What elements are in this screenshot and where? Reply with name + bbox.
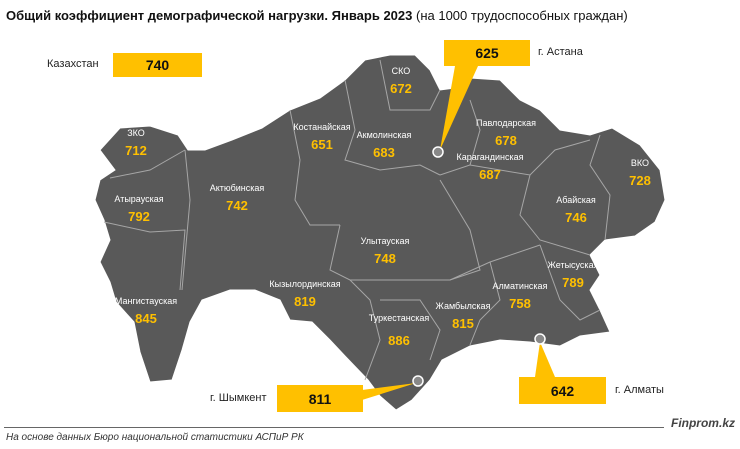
source-note: На основе данных Бюро национальной стати… <box>6 432 304 443</box>
shymkent-marker <box>412 375 424 387</box>
astana-marker <box>432 146 444 158</box>
title-unit: (на 1000 трудоспособных граждан) <box>415 8 628 23</box>
region-name: Жамбылская <box>435 301 491 311</box>
region-zko: ЗКО 712 <box>125 128 147 158</box>
region-value: 746 <box>565 210 587 225</box>
region-name: Акмолинская <box>356 130 412 140</box>
region-value: 672 <box>390 81 412 96</box>
region-name: ЗКО <box>127 128 145 138</box>
almaty-marker <box>534 333 546 345</box>
astana-label: г. Астана <box>538 46 583 58</box>
region-value: 687 <box>479 167 501 182</box>
region-name: Карагандинская <box>456 152 524 162</box>
region-name: Павлодарская <box>476 118 536 128</box>
region-atyrau: Атырауская 792 <box>114 194 163 224</box>
region-zhambyl: Жамбылская 815 <box>436 301 491 331</box>
astana-pointer <box>440 66 478 150</box>
region-value: 845 <box>135 311 157 326</box>
region-name: СКО <box>391 66 411 76</box>
region-name: Атырауская <box>114 194 164 204</box>
astana-value: 625 <box>444 40 530 66</box>
region-mangystau: Мангистауская 845 <box>115 296 177 326</box>
region-name: Актюбинская <box>209 183 265 193</box>
region-name: Абайская <box>556 195 596 205</box>
brand-logo: Finprom.kz <box>670 416 735 430</box>
region-vko: ВКО 728 <box>629 158 651 188</box>
region-turkestan: Туркестанская 886 <box>369 313 429 348</box>
region-name: Мангистауская <box>114 296 178 306</box>
region-value: 683 <box>373 145 395 160</box>
national-label: Казахстан <box>47 58 99 70</box>
almaty-label: г. Алматы <box>615 384 664 396</box>
national-value: 740 <box>113 53 202 77</box>
region-value: 748 <box>374 251 396 266</box>
region-value: 792 <box>128 209 150 224</box>
region-sko: СКО 672 <box>390 66 412 96</box>
region-name: Кызылординская <box>269 279 341 289</box>
region-ulytau: Улытауская 748 <box>361 236 410 266</box>
region-value: 678 <box>495 133 517 148</box>
region-name: Туркестанская <box>368 313 430 323</box>
region-name: ВКО <box>630 158 650 168</box>
region-name: Костанайская <box>293 122 351 132</box>
region-almaty: Алматинская 758 <box>493 281 548 311</box>
region-pavlodar: Павлодарская 678 <box>476 118 536 148</box>
region-name: Жетысуская <box>547 260 599 270</box>
shymkent-value: 811 <box>277 385 363 412</box>
region-value: 651 <box>311 137 333 152</box>
region-kyzylorda: Кызылординская 819 <box>269 279 340 309</box>
region-abai: Абайская 746 <box>556 195 596 225</box>
region-value: 742 <box>226 198 248 213</box>
title-bold: Общий коэффициент демографической нагруз… <box>6 8 413 23</box>
region-value: 758 <box>509 296 531 311</box>
shymkent-pointer <box>362 383 416 400</box>
almaty-value: 642 <box>519 377 606 404</box>
region-value: 728 <box>629 173 651 188</box>
page-title: Общий коэффициент демографической нагруз… <box>6 8 628 23</box>
region-zhetysu: Жетысуская 789 <box>548 260 599 290</box>
almaty-pointer <box>535 342 555 377</box>
region-value: 789 <box>562 275 584 290</box>
country-shape <box>94 54 666 411</box>
region-value: 886 <box>388 333 410 348</box>
region-borders <box>103 59 611 381</box>
region-value: 815 <box>452 316 474 331</box>
region-name: Алматинская <box>492 281 548 291</box>
region-aktobe: Актюбинская 742 <box>210 183 265 213</box>
region-karaganda: Карагандинская 687 <box>456 152 523 182</box>
region-kostanay: Костанайская 651 <box>293 122 350 152</box>
region-value: 712 <box>125 143 147 158</box>
shymkent-label: г. Шымкент <box>210 392 267 404</box>
region-name: Улытауская <box>360 236 410 246</box>
region-akmola: Акмолинская 683 <box>357 130 412 160</box>
footer-divider <box>4 427 664 428</box>
region-value: 819 <box>294 294 316 309</box>
